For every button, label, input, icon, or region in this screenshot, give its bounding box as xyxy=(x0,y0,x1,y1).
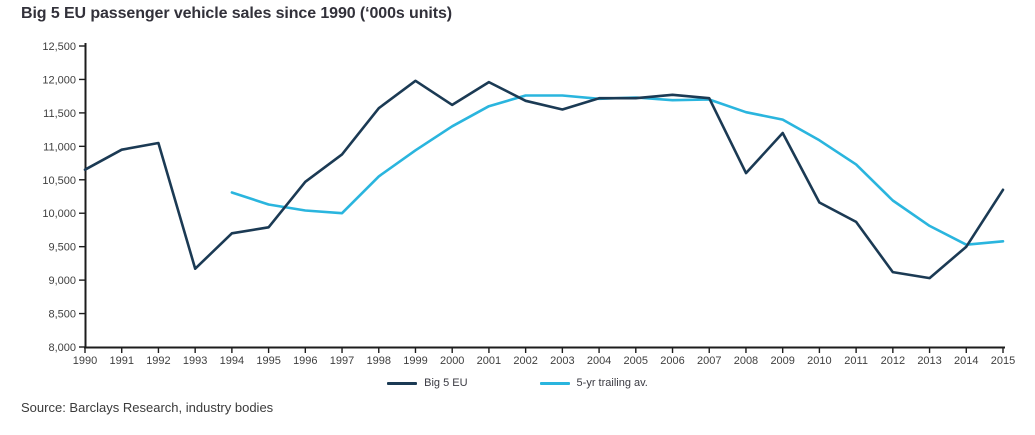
y-axis-label: 10,500 xyxy=(42,175,76,187)
x-axis-label: 2001 xyxy=(477,355,501,367)
x-axis-label: 1998 xyxy=(367,355,391,367)
x-axis-label: 2002 xyxy=(513,355,537,367)
x-axis-label: 2010 xyxy=(807,355,831,367)
x-axis-label: 2008 xyxy=(734,355,758,367)
y-axis-label: 11,000 xyxy=(43,141,76,153)
x-axis-label: 2000 xyxy=(440,355,464,367)
x-axis-label: 1995 xyxy=(256,355,280,367)
x-axis-label: 1990 xyxy=(73,355,97,367)
x-axis-label: 2015 xyxy=(991,355,1015,367)
x-axis-label: 2007 xyxy=(697,355,721,367)
y-axis-label: 12,000 xyxy=(42,74,76,86)
y-axis-label: 9,500 xyxy=(48,242,76,254)
y-axis-label: 8,000 xyxy=(48,342,76,354)
y-axis-label: 10,000 xyxy=(42,208,76,220)
x-axis-label: 2006 xyxy=(660,355,684,367)
x-axis-label: 1992 xyxy=(146,355,170,367)
legend-item-big5-eu: Big 5 EU xyxy=(387,377,468,389)
x-axis-label: 1993 xyxy=(183,355,207,367)
x-axis-label: 2004 xyxy=(587,355,611,367)
x-axis-label: 2011 xyxy=(844,355,868,367)
x-axis-label: 1991 xyxy=(109,355,133,367)
legend-swatch-big5-eu xyxy=(387,381,418,385)
x-axis-label: 2012 xyxy=(881,355,905,367)
legend-item-trailing-average: 5-yr trailing av. xyxy=(539,377,648,389)
x-axis-label: 2014 xyxy=(954,355,978,367)
x-axis-label: 1999 xyxy=(403,355,427,367)
x-axis-label: 1996 xyxy=(293,355,317,367)
x-axis-label: 1994 xyxy=(220,355,244,367)
chart-legend: Big 5 EU 5-yr trailing av. xyxy=(0,377,1035,389)
legend-label-trailing-average: 5-yr trailing av. xyxy=(576,377,648,389)
x-axis-label: 2013 xyxy=(917,355,941,367)
source-note: Source: Barclays Research, industry bodi… xyxy=(21,400,274,415)
y-axis-label: 11,500 xyxy=(43,108,76,120)
x-axis-label: 2005 xyxy=(624,355,648,367)
x-axis-label: 2003 xyxy=(550,355,574,367)
legend-label-big5-eu: Big 5 EU xyxy=(424,377,468,389)
y-axis-label: 9,000 xyxy=(48,275,76,287)
big-5-eu-line xyxy=(83,79,1005,280)
legend-swatch-trailing-average xyxy=(539,381,570,385)
y-axis-label: 12,500 xyxy=(42,41,76,53)
x-axis-label: 2009 xyxy=(770,355,794,367)
chart-title: Big 5 EU passenger vehicle sales since 1… xyxy=(21,5,452,22)
y-axis-label: 8,500 xyxy=(48,309,76,321)
5-yr-trailing-av-line xyxy=(230,94,1005,246)
x-axis-label: 1997 xyxy=(330,355,354,367)
